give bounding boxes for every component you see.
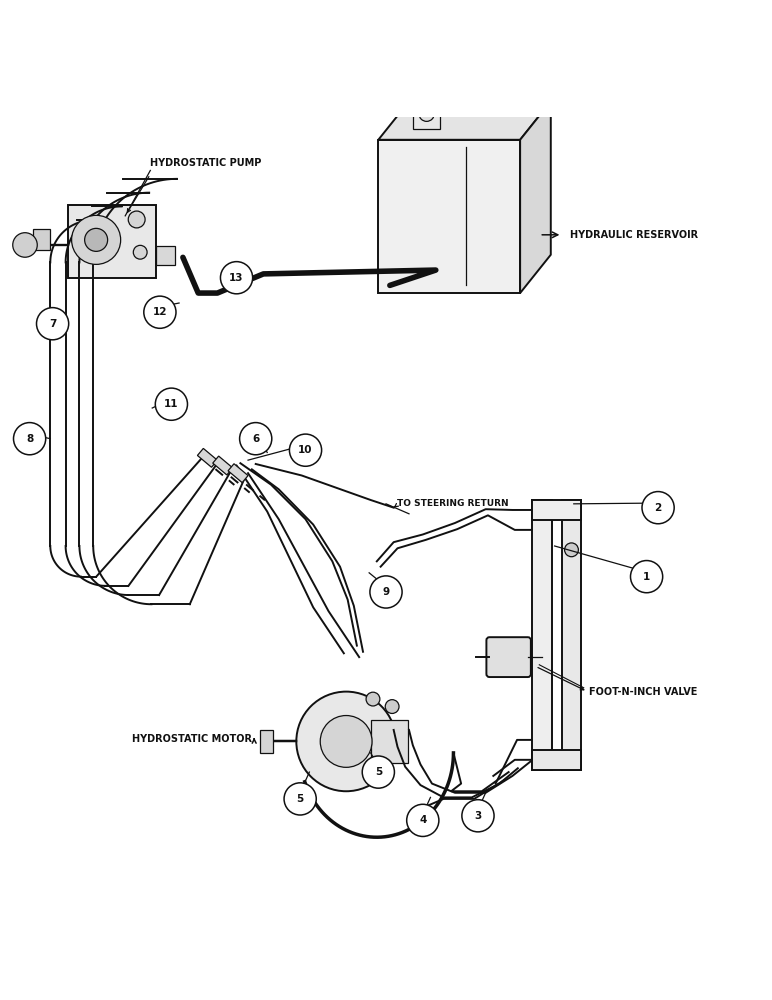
Circle shape xyxy=(144,296,176,328)
Text: HYDROSTATIC MOTOR: HYDROSTATIC MOTOR xyxy=(131,734,252,744)
Circle shape xyxy=(631,561,662,593)
Bar xyxy=(532,500,551,770)
Circle shape xyxy=(290,434,322,466)
Text: HYDROSTATIC PUMP: HYDROSTATIC PUMP xyxy=(151,158,262,168)
Text: 7: 7 xyxy=(49,319,56,329)
Circle shape xyxy=(13,233,37,257)
Text: 13: 13 xyxy=(229,273,244,283)
Circle shape xyxy=(642,492,674,524)
Circle shape xyxy=(72,215,120,264)
Bar xyxy=(228,464,248,483)
Circle shape xyxy=(85,228,107,251)
Polygon shape xyxy=(378,140,520,293)
Circle shape xyxy=(284,783,317,815)
Bar xyxy=(532,750,581,770)
Bar xyxy=(156,246,175,265)
Circle shape xyxy=(407,804,439,836)
Text: 6: 6 xyxy=(252,434,259,444)
Bar xyxy=(413,114,440,129)
Polygon shape xyxy=(68,205,156,278)
Polygon shape xyxy=(378,101,550,140)
Text: 5: 5 xyxy=(374,767,382,777)
Text: FOOT-N-INCH VALVE: FOOT-N-INCH VALVE xyxy=(589,687,697,697)
Bar xyxy=(371,720,408,763)
Text: 8: 8 xyxy=(26,434,33,444)
Circle shape xyxy=(362,756,394,788)
Bar xyxy=(198,448,218,467)
Circle shape xyxy=(320,716,372,767)
Text: 12: 12 xyxy=(153,307,168,317)
Circle shape xyxy=(419,106,435,121)
Circle shape xyxy=(128,211,145,228)
Bar xyxy=(213,456,232,475)
Bar xyxy=(532,500,581,520)
Circle shape xyxy=(13,423,46,455)
Circle shape xyxy=(239,423,272,455)
Bar xyxy=(33,229,50,250)
Bar xyxy=(561,500,581,770)
Circle shape xyxy=(296,692,396,791)
Text: 3: 3 xyxy=(474,811,482,821)
Text: 9: 9 xyxy=(382,587,390,597)
Circle shape xyxy=(134,245,147,259)
Text: 1: 1 xyxy=(643,572,650,582)
Circle shape xyxy=(221,262,252,294)
Text: 5: 5 xyxy=(296,794,304,804)
Circle shape xyxy=(564,543,578,557)
Circle shape xyxy=(155,388,188,420)
FancyBboxPatch shape xyxy=(486,637,531,677)
Circle shape xyxy=(36,308,69,340)
Text: TO STEERING RETURN: TO STEERING RETURN xyxy=(398,499,509,508)
Circle shape xyxy=(366,692,380,706)
Text: HYDRAULIC RESERVOIR: HYDRAULIC RESERVOIR xyxy=(570,230,698,240)
Text: 10: 10 xyxy=(298,445,313,455)
Text: 2: 2 xyxy=(655,503,662,513)
Polygon shape xyxy=(520,101,550,293)
Bar xyxy=(259,730,273,753)
Text: 4: 4 xyxy=(419,815,426,825)
Circle shape xyxy=(370,576,402,608)
Text: 11: 11 xyxy=(164,399,178,409)
Circle shape xyxy=(385,700,399,713)
Circle shape xyxy=(462,800,494,832)
